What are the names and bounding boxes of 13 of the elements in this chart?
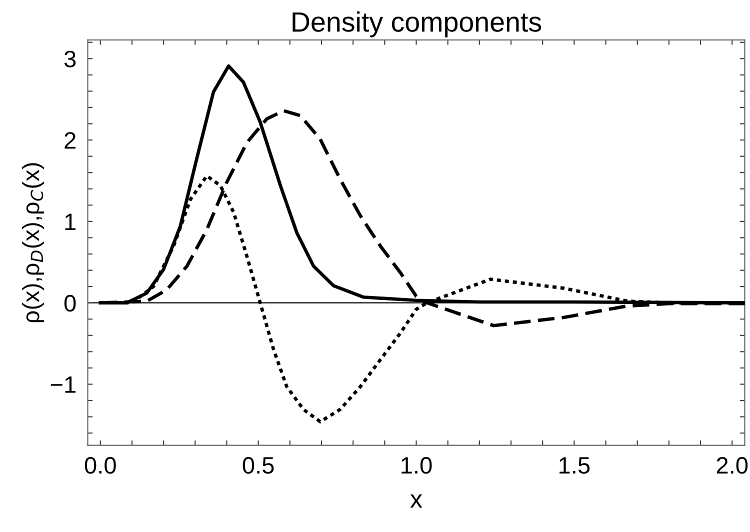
x-tick-label: 0.0 xyxy=(84,457,116,474)
x-tick-label: 1.5 xyxy=(560,457,590,474)
y-axis-title: ρ(x),ρ$_{D}$(x),ρ$_{C}$(x) xyxy=(22,163,44,322)
y-tick-label: −1 xyxy=(50,376,76,393)
chart-title: Density components xyxy=(292,11,542,38)
x-tick-label: 2.0 xyxy=(716,457,748,474)
x-tick-label: 0.5 xyxy=(242,457,274,474)
y-tick-label: 3 xyxy=(64,50,76,68)
x-axis-title: x xyxy=(410,494,422,508)
x-tick-label: 1.0 xyxy=(402,457,432,474)
y-tick-label: 1 xyxy=(65,214,76,230)
y-tick-label: 2 xyxy=(64,132,76,149)
y-tick-label: 0 xyxy=(64,294,76,312)
